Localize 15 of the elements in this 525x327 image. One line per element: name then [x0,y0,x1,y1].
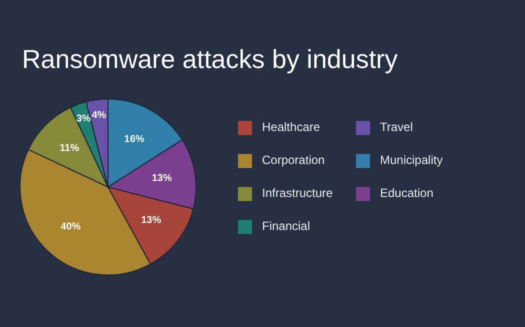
data-label: 13% [152,173,172,184]
legend-label: Education [380,186,434,200]
data-label: 16% [124,134,144,145]
data-label: 4% [92,110,106,122]
data-label: 11% [60,143,80,154]
chart-title: Ransomware attacks by industry [22,44,398,74]
legend-label: Municipality [380,153,443,168]
legend-label: Healthcare [262,120,320,134]
legend-label: Financial [262,219,310,234]
data-label: 13% [141,215,162,226]
legend-label: Infrastructure [262,186,334,200]
data-label: 3% [76,114,91,125]
legend-label: Travel [380,120,413,134]
data-label: 40% [60,221,81,232]
legend-label: Corporation [262,153,325,168]
